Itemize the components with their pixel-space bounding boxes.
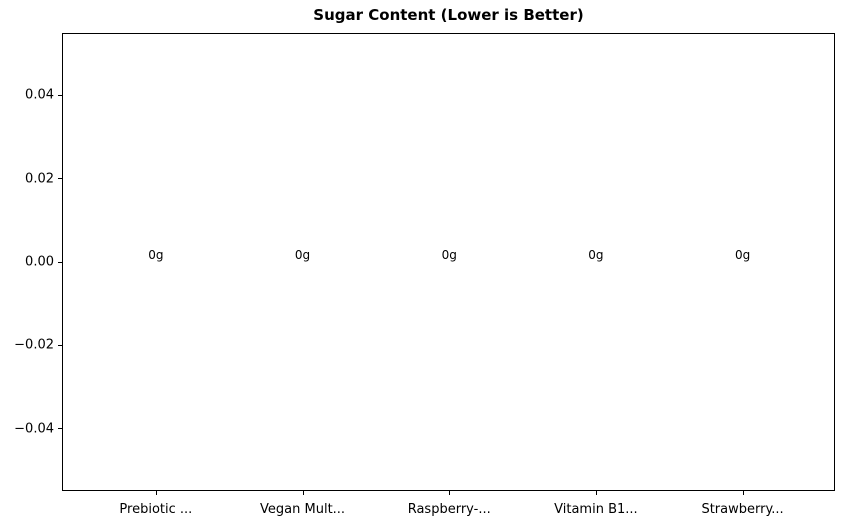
y-tick-mark — [58, 428, 62, 430]
y-tick-label: −0.02 — [14, 337, 54, 353]
bar-value-label: 0g — [588, 248, 604, 262]
y-tick-label: 0.00 — [25, 254, 54, 270]
y-tick-mark — [58, 178, 62, 180]
bar-value-label: 0g — [148, 248, 164, 262]
y-tick-label: −0.04 — [14, 421, 54, 437]
y-tick-mark — [58, 94, 62, 96]
bar-value-label: 0g — [294, 248, 311, 262]
x-tick-mark — [595, 491, 597, 495]
bar-value-label: 0g — [441, 248, 457, 262]
bar-value-label: 0g — [734, 248, 751, 262]
x-tick-label: Raspberry-... — [407, 502, 491, 517]
y-tick-label: 0.02 — [25, 171, 54, 187]
y-tick-label: 0.04 — [25, 87, 54, 103]
y-tick-mark — [58, 261, 62, 263]
chart-title: Sugar Content (Lower is Better) — [313, 6, 584, 24]
x-tick-label: Prebiotic ... — [119, 502, 193, 517]
plot-area — [62, 33, 835, 491]
x-tick-mark — [449, 491, 451, 495]
x-tick-label: Vitamin B1... — [554, 502, 638, 517]
x-tick-mark — [155, 491, 157, 495]
x-tick-mark — [742, 491, 744, 495]
y-tick-mark — [58, 344, 62, 346]
x-tick-mark — [302, 491, 304, 495]
x-tick-label: Strawberry... — [701, 502, 784, 517]
x-tick-label: Vegan Mult... — [260, 502, 346, 517]
